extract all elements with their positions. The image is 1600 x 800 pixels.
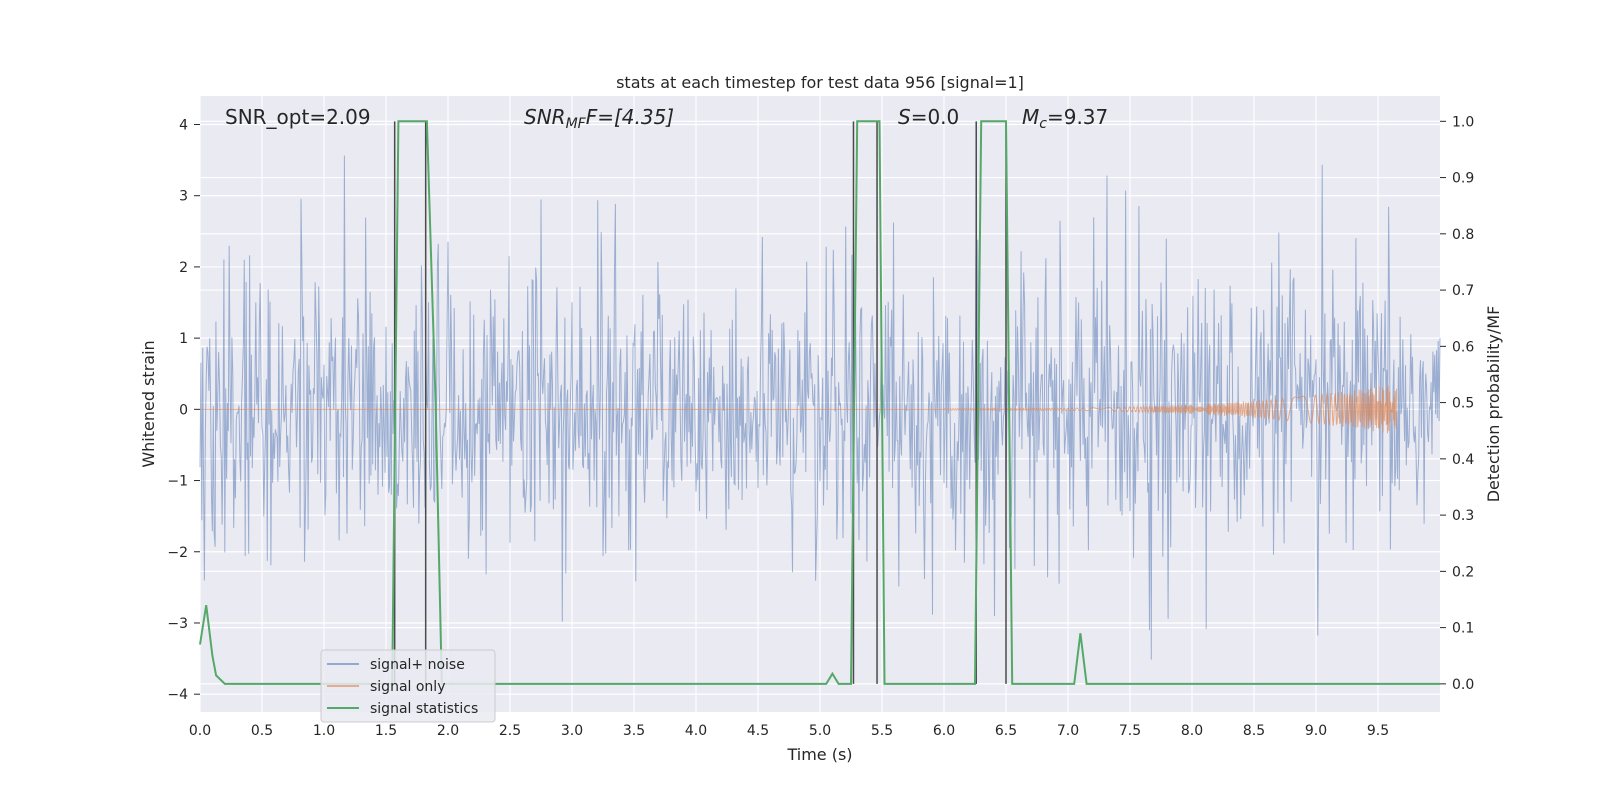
s-main: S	[898, 105, 911, 129]
x-tick-label: 1.0	[313, 723, 335, 739]
x-tick-label: 3.0	[561, 723, 583, 739]
y-right-tick-label: 0.8	[1452, 227, 1474, 243]
snr-opt-annotation: SNR_opt=2.09	[225, 105, 371, 129]
x-tick-label: 7.5	[1119, 723, 1141, 739]
y-right-tick-label: 0.6	[1452, 339, 1474, 355]
y-right-tick-label: 0.1	[1452, 621, 1474, 637]
x-tick-label: 3.5	[623, 723, 645, 739]
mc-sub: c	[1039, 116, 1047, 132]
signal-series	[200, 385, 1398, 434]
x-tick-label: 8.5	[1243, 723, 1265, 739]
y-right-tick-label: 0.3	[1452, 508, 1474, 524]
x-tick-label: 2.0	[437, 723, 459, 739]
y-left-tick-label: 1	[179, 331, 188, 347]
x-axis-label: Time (s)	[786, 745, 852, 764]
y-left-tick-label: −1	[167, 474, 188, 490]
y-right-tick-label: 0.2	[1452, 564, 1474, 580]
x-tick-label: 5.0	[809, 723, 831, 739]
chart-title: stats at each timestep for test data 956…	[616, 73, 1024, 92]
x-axis-ticks: 0.0 0.5 1.0 1.5 2.0 2.5 3.0 3.5 4.0 4.5 5.0 5.5 6.0 6…	[189, 723, 1389, 739]
y-left-tick-label: 0	[179, 402, 188, 418]
y-left-tick-label: −4	[167, 687, 188, 703]
x-tick-label: 9.0	[1305, 723, 1327, 739]
legend-signal-label: signal only	[370, 679, 445, 695]
x-tick-label: 8.0	[1181, 723, 1203, 739]
y-left-tick-label: −2	[167, 545, 188, 561]
x-tick-label: 4.5	[747, 723, 769, 739]
x-tick-label: 0.5	[251, 723, 273, 739]
legend: signal+ noise signal only signal statist…	[320, 649, 496, 723]
x-tick-label: 6.0	[933, 723, 955, 739]
y-left-tick-label: −3	[167, 616, 188, 632]
legend-box	[320, 649, 496, 723]
x-tick-label: 6.5	[995, 723, 1017, 739]
y-left-tick-label: 3	[179, 189, 188, 205]
x-tick-label: 7.0	[1057, 723, 1079, 739]
mc-annotation: Mc=9.37	[1022, 105, 1108, 132]
y-right-tick-label: 1.0	[1452, 114, 1474, 130]
mc-value: =9.37	[1047, 105, 1108, 129]
y-right-axis-ticks: 1.0 0.9 0.8 0.7 0.6 0.5 0.4 0.3 0.2 0.1 0.0	[1440, 114, 1474, 693]
y-right-tick-label: 0.0	[1452, 677, 1474, 693]
x-tick-label: 0.0	[189, 723, 211, 739]
snr-mf-annotation: SNRMFF=[4.35]	[524, 105, 674, 132]
y-right-axis-label: Detection probability/MF	[1484, 306, 1503, 503]
snr-mf-main: SNR	[524, 105, 566, 129]
mc-main: M	[1022, 105, 1039, 129]
x-tick-label: 5.5	[871, 723, 893, 739]
y-right-tick-label: 0.7	[1452, 283, 1474, 299]
legend-stats-label: signal statistics	[370, 701, 478, 717]
y-left-tick-label: 4	[179, 117, 188, 133]
y-right-tick-label: 0.5	[1452, 396, 1474, 412]
y-right-tick-label: 0.4	[1452, 452, 1474, 468]
x-tick-label: 1.5	[375, 723, 397, 739]
snr-mf-value: F=[4.35]	[586, 105, 674, 129]
y-left-axis-label: Whitened strain	[139, 340, 158, 467]
y-left-axis-ticks: 4 3 2 1 0 −1 −2 −3 −4	[167, 117, 200, 703]
y-left-tick-label: 2	[179, 260, 188, 276]
s-annotation: S=0.0	[898, 105, 959, 129]
x-tick-label: 9.5	[1367, 723, 1389, 739]
snr-mf-sub: MF	[566, 116, 587, 132]
y-right-tick-label: 0.9	[1452, 171, 1474, 187]
x-tick-label: 4.0	[685, 723, 707, 739]
x-tick-label: 2.5	[499, 723, 521, 739]
s-value: =0.0	[911, 105, 960, 129]
legend-noise-label: signal+ noise	[370, 657, 465, 673]
series-signal-only	[200, 385, 1398, 434]
